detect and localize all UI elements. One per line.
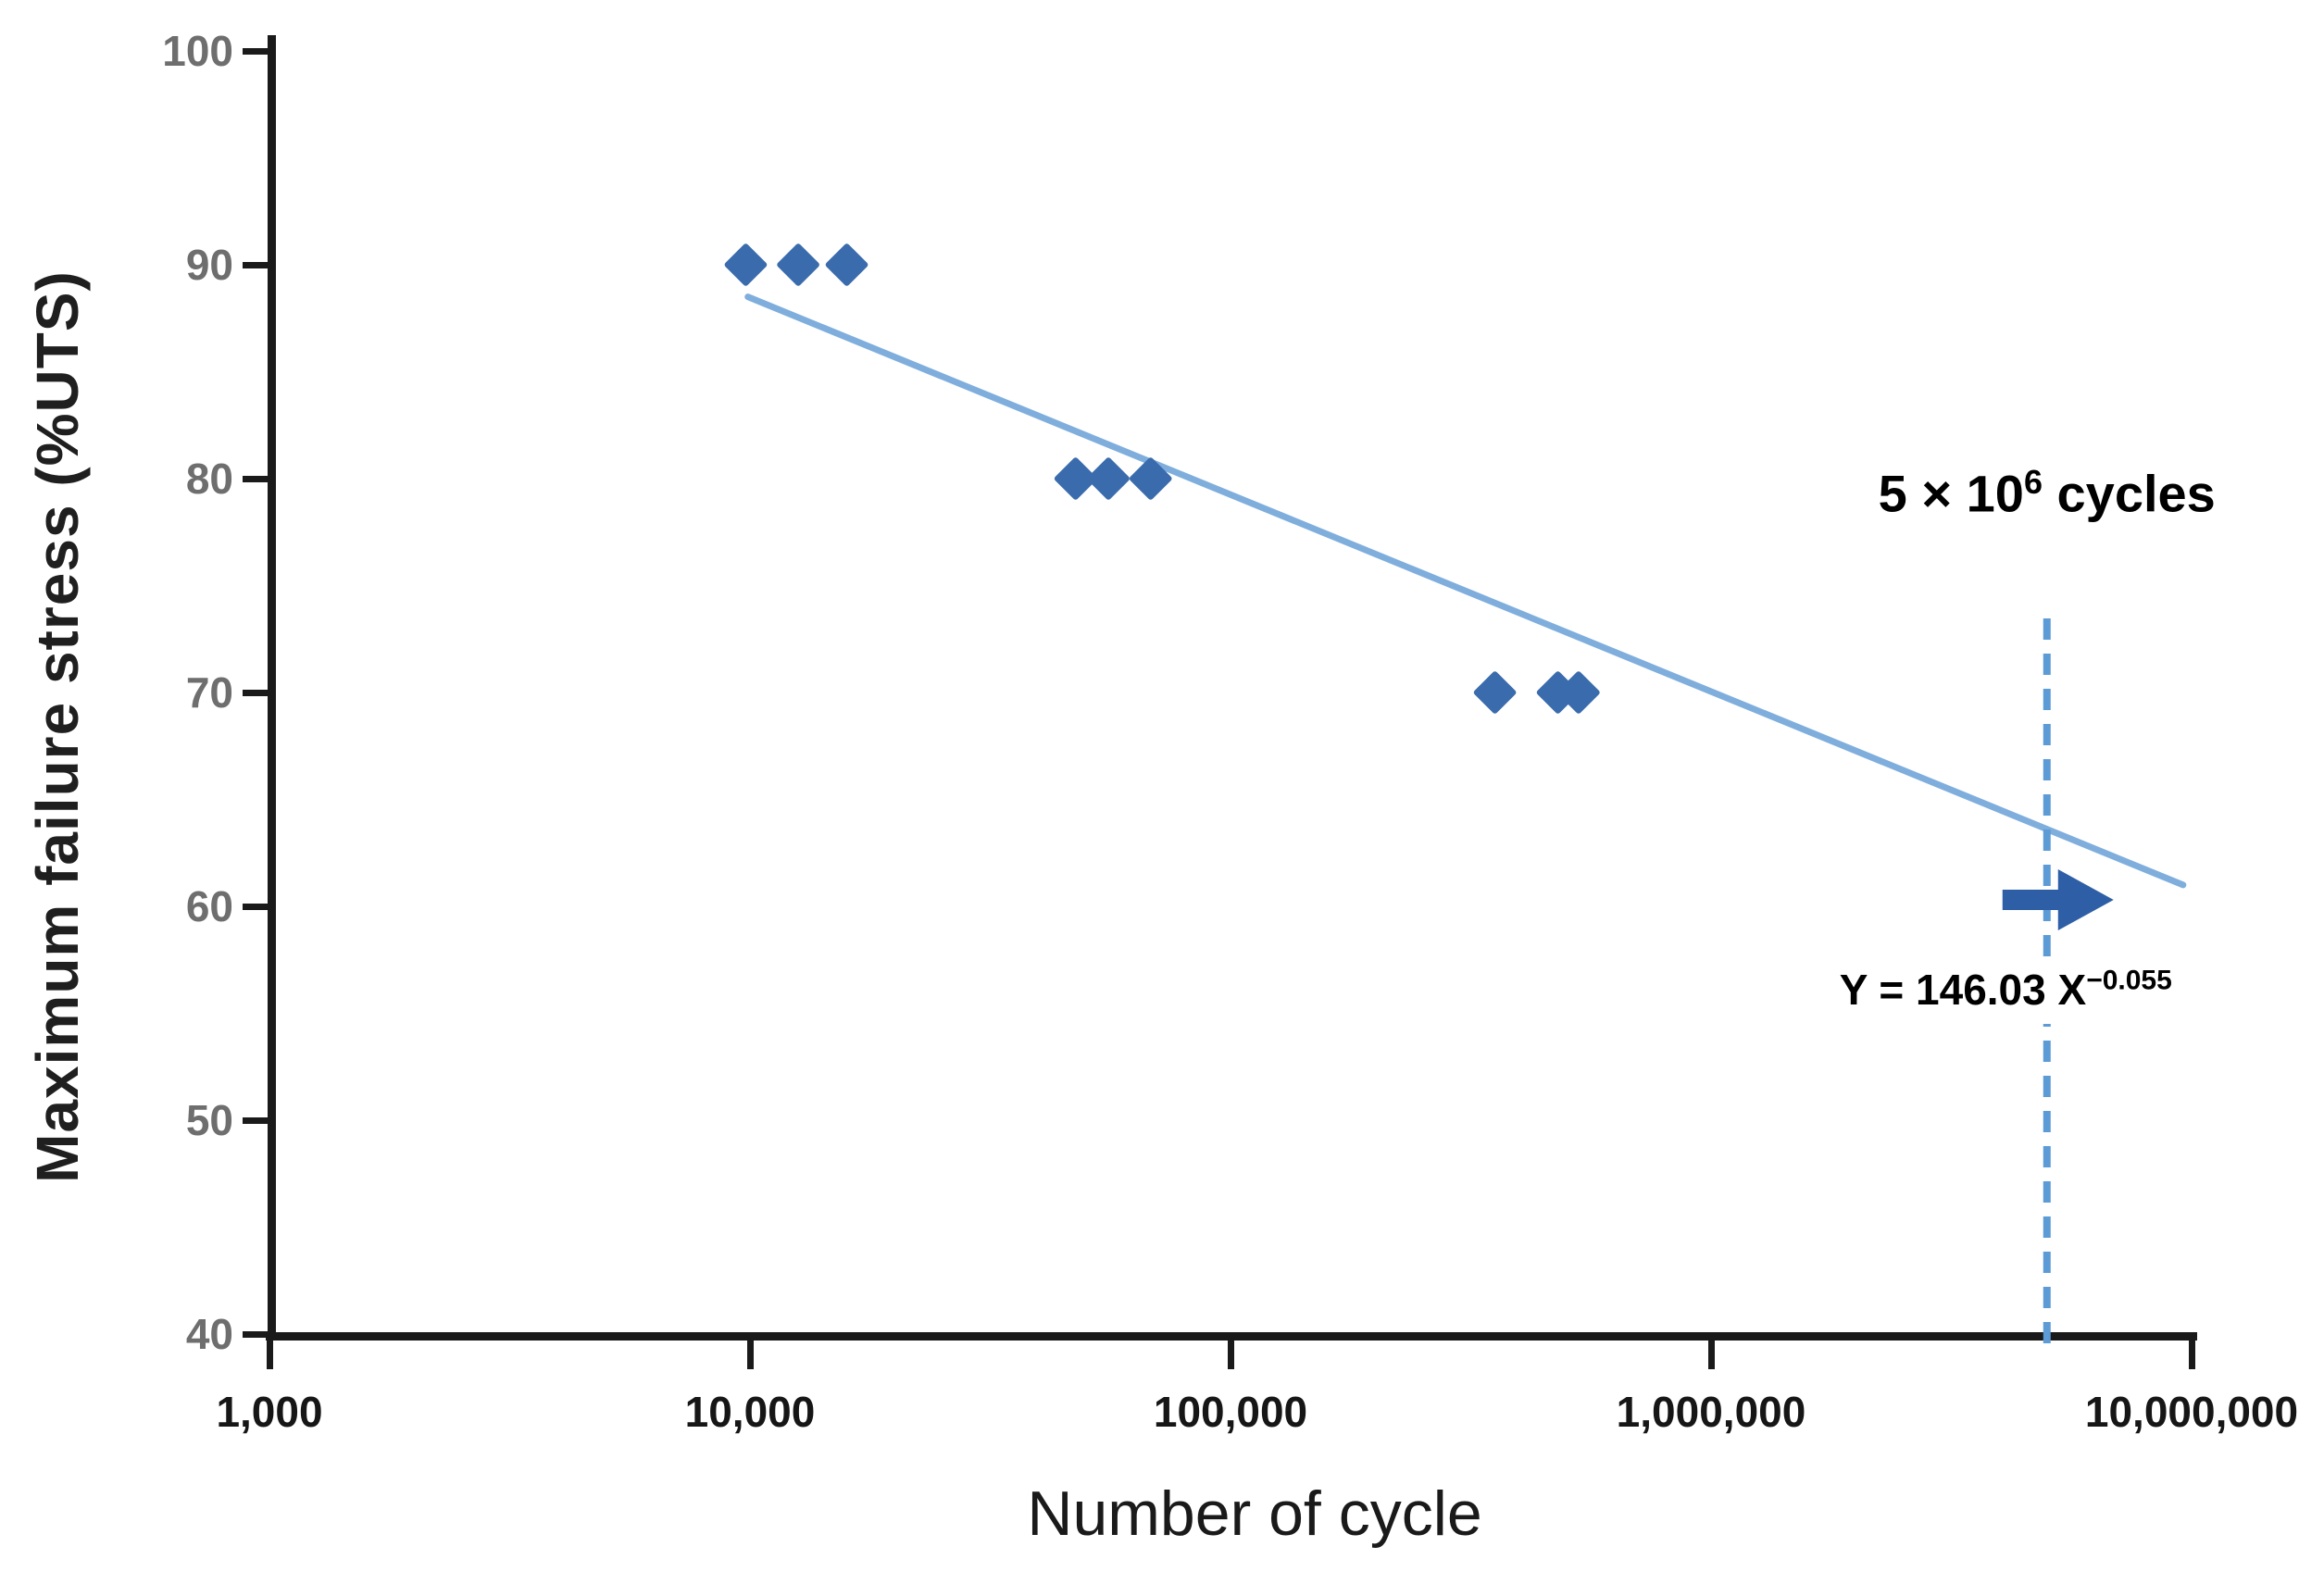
runout-label-base: 5 × 10 — [1878, 464, 2024, 523]
y-tick-label: 100 — [162, 27, 233, 75]
x-tick-mark — [1707, 1341, 1715, 1369]
y-tick-mark — [243, 1330, 269, 1338]
data-point-diamond — [1087, 457, 1130, 500]
y-tick-mark — [243, 903, 269, 910]
equation-base: Y = 146.03 X — [1839, 966, 2087, 1014]
x-tick-mark — [266, 1341, 273, 1369]
x-axis-line — [266, 1332, 2197, 1341]
data-point-diamond — [1129, 457, 1172, 500]
x-tick-label: 1,000 — [216, 1388, 323, 1436]
y-tick-label: 60 — [185, 882, 233, 930]
data-point-diamond — [1557, 671, 1600, 714]
runout-arrow — [2002, 869, 2114, 930]
y-tick-mark — [243, 689, 269, 696]
x-axis-title: Number of cycle — [1027, 1478, 1482, 1549]
y-tick-mark — [243, 1116, 269, 1124]
y-tick-mark — [243, 47, 269, 55]
runout-label-exponent: 6 — [2023, 463, 2043, 501]
y-tick-mark — [243, 261, 269, 268]
data-point-diamond — [724, 243, 768, 286]
data-point-diamond — [1054, 457, 1097, 500]
y-axis-line — [268, 35, 276, 1341]
y-tick-label: 90 — [185, 241, 233, 289]
y-tick-label: 50 — [185, 1096, 233, 1144]
y-tick-mark — [243, 475, 269, 482]
trendline-equation: Y = 146.03 X−0.055 — [1837, 961, 2181, 1024]
x-tick-label: 100,000 — [1153, 1388, 1308, 1436]
data-point-diamond — [825, 243, 868, 286]
runout-annotation: 5 × 106 cycles — [1879, 463, 2216, 524]
x-tick-label: 1,000,000 — [1616, 1388, 1806, 1436]
y-tick-label: 40 — [185, 1310, 233, 1358]
runout-label-suffix: cycles — [2042, 464, 2216, 523]
data-point-diamond — [777, 243, 819, 286]
trendline — [744, 293, 2187, 889]
x-tick-mark — [2188, 1341, 2195, 1369]
x-tick-label: 10,000 — [684, 1388, 816, 1436]
y-tick-label: 80 — [185, 455, 233, 503]
equation-exponent: −0.055 — [2086, 965, 2172, 996]
y-tick-label: 70 — [185, 668, 233, 717]
x-tick-label: 10,000,000 — [2084, 1388, 2299, 1436]
x-tick-mark — [746, 1341, 754, 1369]
data-point-diamond — [1473, 671, 1517, 714]
x-tick-mark — [1227, 1341, 1234, 1369]
